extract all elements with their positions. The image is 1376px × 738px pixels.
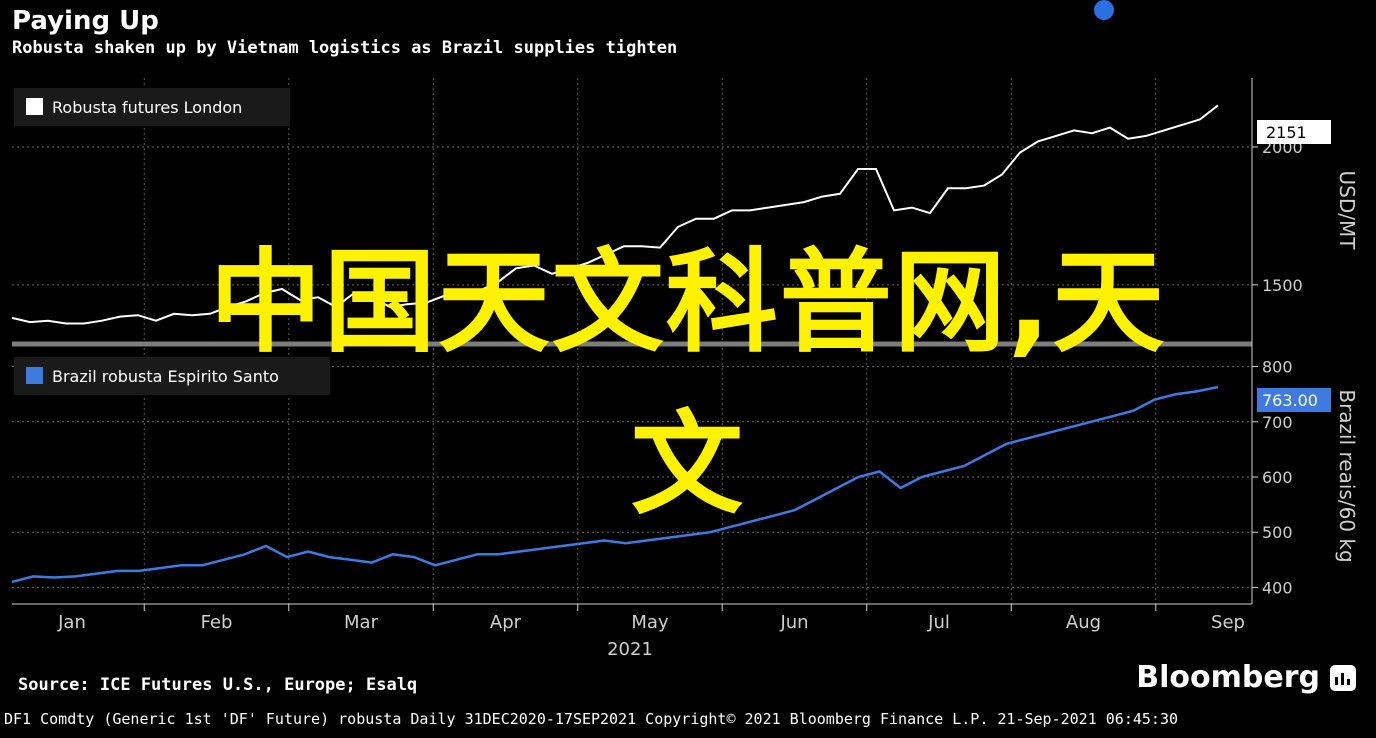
bottom-y-tick-label: 600 <box>1262 468 1293 487</box>
bottom-y-tick-label: 800 <box>1262 358 1293 377</box>
legend-london-swatch <box>26 98 43 115</box>
last-value-brazil-label: 763.00 <box>1262 391 1318 410</box>
top-y-tick-label: 1500 <box>1262 276 1303 295</box>
last-value-london-box <box>1257 120 1331 144</box>
terminal-icon <box>1330 664 1356 691</box>
bottom-axis-unit: Brazil reais/60 kg <box>1335 389 1359 562</box>
x-tick-label: Jun <box>779 612 808 633</box>
footer-info: DF1 Comdty (Generic 1st 'DF' Future) rob… <box>4 710 1178 728</box>
x-tick-label: Jan <box>57 612 86 633</box>
brand-logo: Bloomberg <box>1136 660 1356 695</box>
accent-dot <box>1094 0 1114 20</box>
x-tick-label: Apr <box>490 612 522 633</box>
x-tick-label: Mar <box>344 612 379 633</box>
legend-brazil-label: Brazil robusta Espirito Santo <box>52 367 279 386</box>
legend-london-label: Robusta futures London <box>52 98 242 117</box>
chart-title: Paying Up <box>12 6 159 36</box>
x-tick-label: May <box>631 612 669 633</box>
legend-brazil-swatch <box>26 367 43 384</box>
x-tick-label: Feb <box>201 612 233 633</box>
x-axis-year: 2021 <box>607 639 653 660</box>
watermark-line-1: 中国天文科普网,天 <box>209 238 1167 368</box>
last-value-brazil: 763.00 <box>1257 388 1331 412</box>
series-line-london <box>11 104 1219 325</box>
last-value-brazil-box <box>1257 388 1331 412</box>
bottom-y-tick-label: 500 <box>1262 523 1293 542</box>
bottom-y-tick-label: 700 <box>1262 413 1293 432</box>
x-tick-label: Jul <box>927 612 950 633</box>
x-axis-ticks: Jan Feb Mar Apr May Jun Jul Aug Sep <box>57 604 1245 633</box>
legend-brazil: Brazil robusta Espirito Santo <box>14 357 330 395</box>
watermark-line-2: 文 <box>631 400 745 530</box>
bottom-y-tick-label: 400 <box>1262 578 1293 597</box>
chart-subtitle: Robusta shaken up by Vietnam logistics a… <box>12 38 678 58</box>
legend-brazil-box <box>14 357 330 395</box>
legend-london: Robusta futures London <box>14 88 290 126</box>
top-axis-unit: USD/MT <box>1335 171 1359 251</box>
legend-london-box <box>14 88 290 126</box>
source-note: Source: ICE Futures U.S., Europe; Esalq <box>18 675 418 695</box>
last-value-london: 2151 <box>1257 120 1331 144</box>
x-tick-label: Sep <box>1211 612 1245 633</box>
brand-name: Bloomberg <box>1136 660 1320 695</box>
last-value-london-label: 2151 <box>1266 123 1307 142</box>
series-line-brazil <box>11 385 1219 584</box>
x-tick-label: Aug <box>1066 612 1101 633</box>
